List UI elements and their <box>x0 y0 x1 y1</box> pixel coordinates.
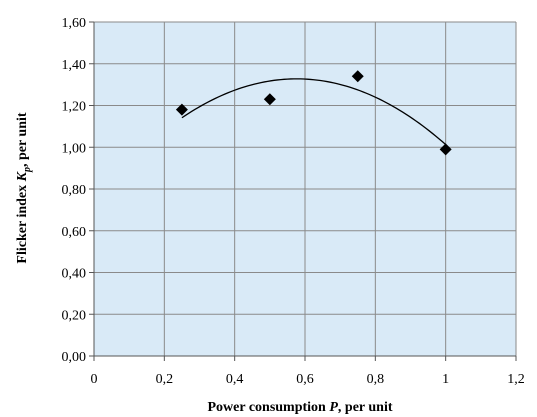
data-point <box>175 103 188 116</box>
grid <box>94 21 517 356</box>
y-tick-label: 1,00 <box>62 141 87 156</box>
y-tick-label: 1,40 <box>62 58 87 73</box>
x-axis-label-symbol: P <box>329 400 338 415</box>
data-point <box>351 70 364 83</box>
x-axis-label-before: Power consumption <box>207 400 329 415</box>
x-tick-label: 0,6 <box>296 372 314 387</box>
trendline-group <box>181 78 447 146</box>
x-tick-label: 0,2 <box>156 372 174 387</box>
tick-labels: 0,00 0,20 0,40 0,60 0,80 1,00 1,20 1,40 1,60 0 0,2… <box>62 16 525 387</box>
y-axis-label-symbol: K <box>15 170 30 182</box>
y-tick-label: 0,60 <box>62 225 87 240</box>
y-axis-label-before: Flicker index <box>15 181 30 263</box>
y-tick-label: 0,20 <box>62 308 87 323</box>
y-axis-label: Flicker index Kp, per unit <box>15 112 33 263</box>
x-axis-label-after: , per unit <box>338 400 393 415</box>
y-axis-label-subscript: p <box>22 167 33 173</box>
y-tick-label: 0,00 <box>62 350 87 365</box>
x-tick-label: 0,4 <box>226 372 244 387</box>
axes <box>89 21 517 361</box>
y-axis-label-after: , per unit <box>15 112 30 167</box>
x-axis-label: Power consumption P, per unit <box>207 400 392 415</box>
x-tick-label: 1 <box>442 372 449 387</box>
y-tick-label: 0,40 <box>62 267 87 282</box>
y-tick-label: 1,20 <box>62 100 87 115</box>
data-points <box>175 70 452 156</box>
data-point <box>439 143 452 156</box>
y-tick-label: 0,80 <box>62 183 87 198</box>
y-tick-label: 1,60 <box>62 16 87 31</box>
data-point <box>263 93 276 106</box>
x-tick-label: 0,8 <box>367 372 385 387</box>
x-tick-label: 0 <box>91 372 98 387</box>
x-tick-label: 1,2 <box>507 372 525 387</box>
trendline <box>181 78 447 146</box>
